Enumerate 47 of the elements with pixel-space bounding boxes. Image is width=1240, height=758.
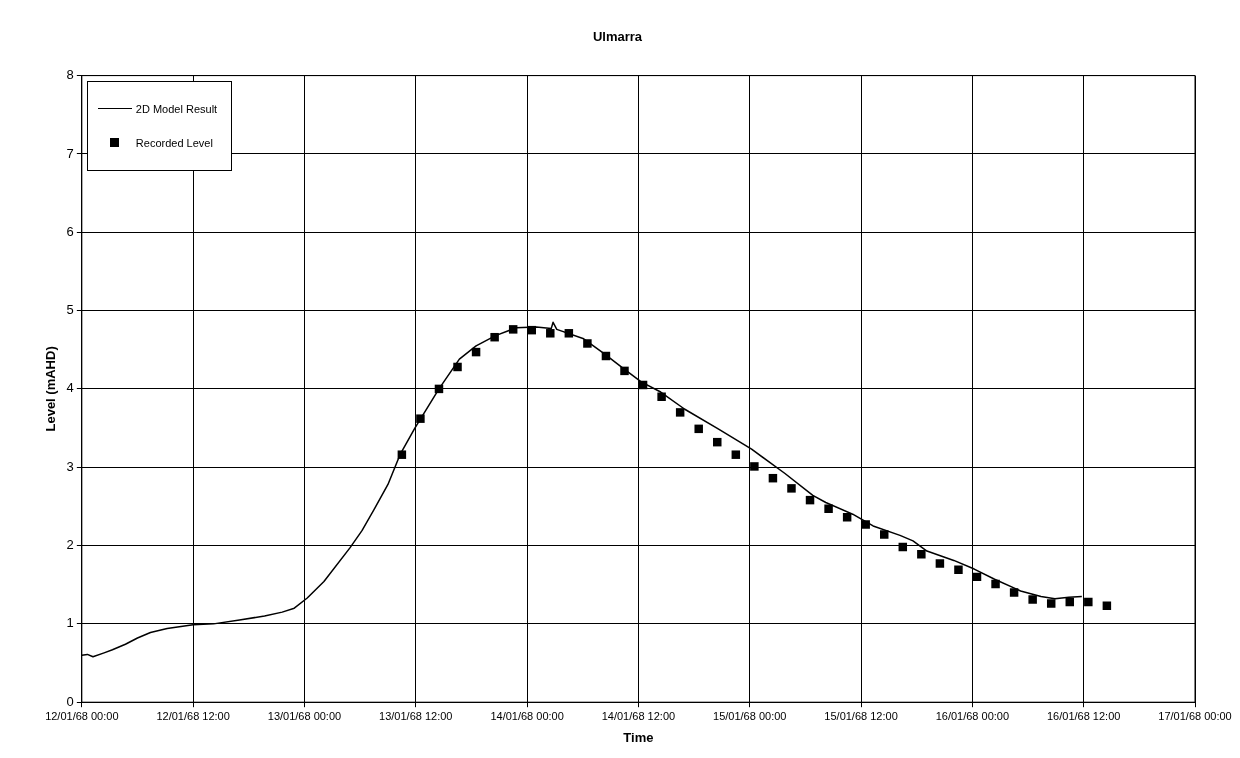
point bbox=[1009, 588, 1019, 597]
x-tick-label: 16/01/68 12:00 bbox=[1046, 709, 1121, 722]
point bbox=[787, 484, 796, 493]
x-tick-label: 17/01/68 00:00 bbox=[1158, 709, 1232, 722]
x-axis-title: Time bbox=[623, 729, 654, 745]
y-tick-label: 0 bbox=[66, 693, 74, 709]
y-tick-label: 5 bbox=[66, 302, 74, 318]
point bbox=[583, 339, 592, 348]
x-tick-label: 13/01/68 00:00 bbox=[267, 709, 342, 722]
point bbox=[991, 579, 1000, 589]
x-tick-label: 16/01/68 00:00 bbox=[935, 709, 1010, 722]
chart-title: Ulmarra bbox=[592, 29, 643, 45]
x-tick-label: 15/01/68 12:00 bbox=[824, 709, 898, 722]
point bbox=[657, 392, 666, 401]
y-tick-label: 4 bbox=[66, 380, 74, 396]
y-axis-title: Level (mAHD) bbox=[43, 346, 59, 432]
y-tick-label: 7 bbox=[66, 145, 74, 161]
legend-label: 2D Model Result bbox=[135, 102, 218, 115]
legend-label: Recorded Level bbox=[135, 136, 213, 149]
point bbox=[824, 504, 833, 513]
point bbox=[954, 565, 963, 575]
point bbox=[416, 414, 425, 423]
x-tick-label: 14/01/68 00:00 bbox=[490, 709, 564, 722]
x-tick-label: 12/01/68 00:00 bbox=[45, 709, 119, 722]
point bbox=[1084, 597, 1093, 607]
point bbox=[713, 437, 722, 447]
y-tick-label: 3 bbox=[66, 458, 74, 474]
point bbox=[917, 549, 926, 559]
x-tick-label: 13/01/68 12:00 bbox=[379, 709, 453, 722]
y-tick-label: 1 bbox=[66, 615, 74, 631]
point bbox=[1046, 599, 1056, 608]
point bbox=[694, 424, 703, 434]
point bbox=[861, 520, 870, 529]
point bbox=[880, 530, 889, 539]
y-tick-label: 2 bbox=[66, 537, 74, 553]
point bbox=[546, 329, 555, 338]
point bbox=[935, 559, 945, 568]
y-tick-label: 8 bbox=[66, 67, 74, 83]
point bbox=[1028, 595, 1037, 604]
x-tick-label: 15/01/68 00:00 bbox=[713, 709, 787, 722]
point bbox=[750, 462, 759, 471]
y-tick-label: 6 bbox=[66, 223, 74, 239]
x-tick-label: 14/01/68 12:00 bbox=[601, 709, 676, 722]
point bbox=[675, 408, 685, 417]
x-tick-label: 12/01/68 12:00 bbox=[156, 709, 230, 722]
point bbox=[842, 513, 852, 522]
point bbox=[731, 450, 741, 459]
